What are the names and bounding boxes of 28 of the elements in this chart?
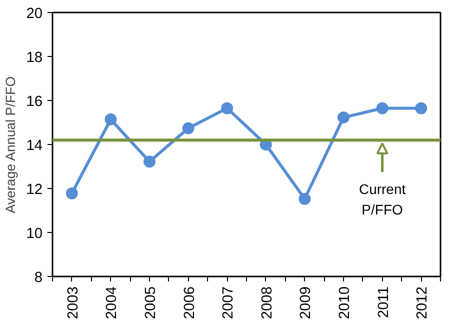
y-tick-label: 10 (26, 226, 43, 242)
x-tick-label: 2003 (65, 286, 82, 320)
point (376, 102, 388, 114)
x-tick-label: 2005 (143, 286, 159, 320)
y-tick-label: 16 (26, 94, 43, 110)
point (415, 102, 428, 114)
point (182, 122, 194, 134)
point (66, 187, 78, 200)
x-tick-label: 2012 (414, 286, 431, 320)
y-tick-label: 12 (26, 182, 43, 198)
point (221, 102, 234, 114)
y-tick-label: 20 (26, 6, 43, 22)
point (338, 111, 350, 124)
y-tick-label: 8 (34, 270, 43, 286)
x-tick-label: 2011 (376, 286, 392, 318)
point (104, 113, 117, 126)
annotation: Current P/FFO (358, 180, 406, 218)
y-tick-label: 14 (26, 138, 43, 154)
x-tick-label: 2006 (182, 286, 198, 320)
x-tick-label: 2004 (104, 286, 120, 320)
x-tick-label: 2008 (259, 286, 276, 320)
y-axis-title: Average Annual P/FFO (3, 76, 18, 214)
x-tick-label: 2010 (337, 286, 353, 320)
point (144, 156, 156, 168)
y-tick-label: 18 (26, 50, 43, 66)
point (298, 192, 311, 205)
x-tick-label: 2007 (220, 286, 237, 320)
x-tick-label: 2009 (298, 286, 314, 320)
